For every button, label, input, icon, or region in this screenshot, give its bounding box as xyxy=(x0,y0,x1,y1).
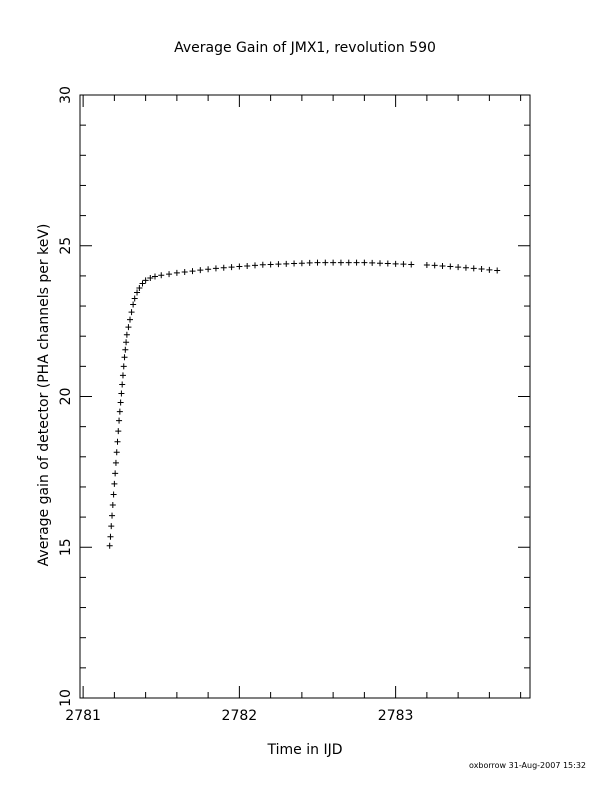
data-point xyxy=(470,265,477,272)
data-point xyxy=(142,277,149,284)
data-point xyxy=(322,259,329,266)
data-point xyxy=(455,264,462,271)
y-tick-label: 20 xyxy=(58,388,74,406)
data-point xyxy=(369,259,376,266)
data-point xyxy=(337,259,344,266)
data-point xyxy=(259,261,266,268)
data-point xyxy=(117,399,124,406)
data-point xyxy=(134,289,141,296)
data-point xyxy=(116,408,123,415)
data-point xyxy=(107,533,114,540)
data-point xyxy=(212,265,219,272)
data-point xyxy=(400,261,407,268)
data-point xyxy=(377,260,383,267)
data-point xyxy=(298,260,305,267)
data-point xyxy=(128,309,135,316)
data-point xyxy=(252,262,258,269)
data-point xyxy=(130,301,137,308)
data-point xyxy=(123,331,130,338)
data-point xyxy=(139,280,146,287)
data-point xyxy=(291,260,298,267)
data-point xyxy=(136,284,143,291)
x-tick-labels: 2781 2782 2783 xyxy=(65,708,413,724)
data-point xyxy=(330,259,337,266)
data-point xyxy=(110,491,117,498)
data-point xyxy=(114,438,121,445)
data-point xyxy=(173,269,180,276)
data-point xyxy=(244,262,251,269)
y-tick-labels: 10 15 20 25 30 xyxy=(58,86,74,707)
data-point xyxy=(314,259,321,266)
data-point xyxy=(205,266,212,273)
data-point xyxy=(236,263,243,270)
data-point xyxy=(119,381,126,388)
data-point xyxy=(123,339,130,346)
footer-stamp: oxborrow 31-Aug-2007 15:32 xyxy=(469,761,586,770)
data-point xyxy=(108,523,115,530)
data-point xyxy=(125,324,132,331)
axis-ticks xyxy=(80,94,530,699)
data-point xyxy=(109,512,116,519)
data-point xyxy=(122,346,129,353)
data-point xyxy=(478,265,485,272)
data-point xyxy=(111,480,118,487)
data-point xyxy=(275,261,282,268)
data-point xyxy=(423,262,430,269)
data-point xyxy=(408,261,415,268)
data-point xyxy=(486,266,493,273)
data-point xyxy=(267,261,274,268)
data-point xyxy=(147,275,154,282)
data-points xyxy=(106,259,501,549)
data-point xyxy=(158,272,165,279)
y-tick-label: 15 xyxy=(58,538,74,556)
data-point xyxy=(152,273,158,280)
data-point xyxy=(115,428,122,435)
data-point xyxy=(439,262,446,269)
data-point xyxy=(112,459,119,466)
data-point xyxy=(306,259,313,266)
data-point xyxy=(113,449,120,456)
data-point xyxy=(384,260,391,267)
plot-frame xyxy=(79,94,531,699)
y-tick-label: 25 xyxy=(58,237,74,255)
data-point xyxy=(109,502,116,509)
data-point xyxy=(106,542,113,549)
x-axis-label: Time in IJD xyxy=(267,742,343,758)
data-point xyxy=(112,470,119,477)
data-point xyxy=(131,295,138,302)
data-point xyxy=(345,259,352,266)
data-point xyxy=(181,268,188,275)
data-point xyxy=(361,259,368,266)
data-point xyxy=(121,354,128,361)
chart-title: Average Gain of JMX1, revolution 590 xyxy=(174,40,436,56)
data-point xyxy=(447,263,454,270)
x-tick-label: 2783 xyxy=(378,708,414,724)
data-point xyxy=(392,260,399,267)
y-tick-label: 10 xyxy=(58,689,74,707)
y-axis-label: Average gain of detector (PHA channels p… xyxy=(36,224,52,567)
data-point xyxy=(116,417,123,424)
data-point xyxy=(283,260,290,267)
data-point xyxy=(220,264,227,271)
data-point xyxy=(118,390,125,397)
data-point xyxy=(166,271,173,278)
data-point xyxy=(494,267,501,274)
data-point xyxy=(353,259,360,266)
data-point xyxy=(127,316,133,323)
data-point xyxy=(197,267,204,274)
data-point xyxy=(119,372,126,379)
y-tick-label: 30 xyxy=(58,86,74,104)
data-point xyxy=(120,363,127,370)
x-tick-label: 2782 xyxy=(222,708,258,724)
data-point xyxy=(189,268,196,275)
data-point xyxy=(228,264,235,271)
data-point xyxy=(431,262,438,269)
x-tick-label: 2781 xyxy=(65,708,101,724)
data-point xyxy=(462,264,469,271)
